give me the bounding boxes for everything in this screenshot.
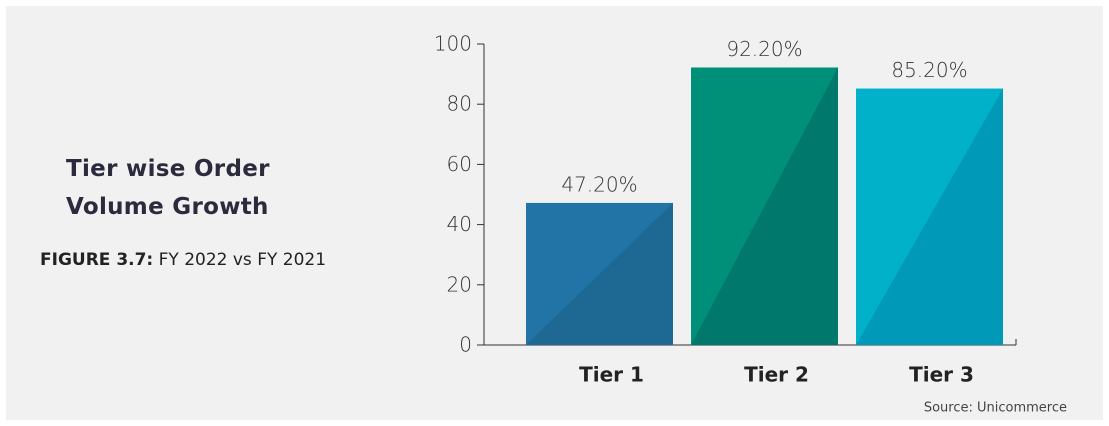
figure-label: FIGURE 3.7:	[40, 250, 154, 270]
subtitle: FY 2022 vs FY 2021	[158, 250, 327, 270]
x-tick-label: Tier 2	[744, 363, 809, 387]
y-tick-label: 40	[447, 212, 472, 236]
y-tick-label: 20	[447, 272, 472, 296]
value-label: 47.20%	[561, 172, 637, 196]
chart-title: Tier wise Order Volume Growth	[66, 156, 270, 220]
y-tick-label: 100	[434, 32, 472, 56]
value-label: 85.20%	[891, 58, 967, 82]
subtitle-block: FIGURE 3.7: FY 2022 vs FY 2021	[40, 250, 326, 270]
y-tick-label: 80	[447, 92, 472, 116]
bar-shade	[526, 202, 673, 345]
value-label: 92.20%	[726, 37, 802, 61]
y-tick-label: 60	[447, 152, 472, 176]
y-tick-label: 0	[459, 333, 472, 357]
x-tick-label: Tier 3	[909, 363, 974, 387]
bar-shade	[691, 67, 838, 345]
source: Source: Unicommerce	[924, 401, 1067, 416]
bar-shade	[856, 88, 1003, 345]
x-tick-label: Tier 1	[579, 363, 644, 387]
